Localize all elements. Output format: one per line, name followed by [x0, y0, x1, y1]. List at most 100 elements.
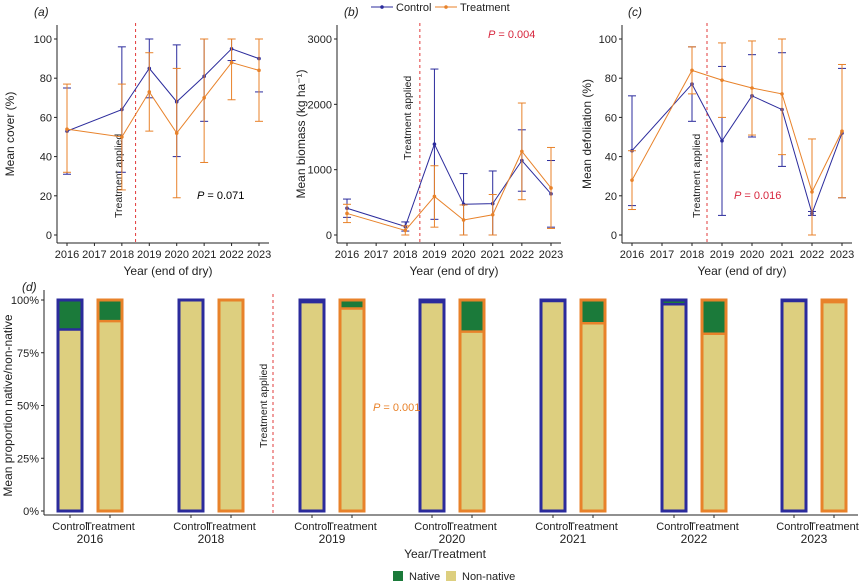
legend-control-label: Control	[396, 2, 431, 14]
data-point	[750, 86, 754, 90]
y-tick-label: 25%	[17, 453, 39, 465]
x-tick-label: 2018	[680, 249, 704, 261]
series-line-control	[346, 142, 552, 228]
data-point	[147, 90, 152, 94]
data-point	[345, 211, 349, 216]
data-point	[780, 92, 784, 96]
y-tick-label: 60	[605, 112, 617, 124]
bar-native	[702, 300, 726, 334]
x-tick-label: Treatment	[809, 521, 859, 533]
x-tick-label: 2016	[620, 249, 644, 261]
x-tick-label: 2020	[164, 249, 188, 261]
y-tick-label: 20	[40, 191, 52, 203]
series-line-treatment	[631, 69, 843, 194]
panel-label: (b)	[344, 5, 359, 19]
bar-outline	[56, 298, 84, 513]
data-point	[810, 190, 814, 194]
x-tick-label: 2022	[219, 249, 243, 261]
x-tick-label: 2019	[137, 249, 161, 261]
data-point	[403, 228, 408, 233]
bar-outline	[579, 298, 607, 513]
y-tick-label: 0%	[23, 506, 39, 518]
bar-outline	[660, 298, 688, 513]
group-year-label: 2018	[198, 532, 225, 546]
bar-nonnative	[702, 333, 726, 511]
x-tick-label: 2022	[510, 249, 534, 261]
x-tick-label: 2020	[740, 249, 764, 261]
data-point	[520, 149, 524, 154]
legend-native-swatch	[393, 571, 403, 581]
y-tick-label: 2000	[308, 99, 332, 111]
group-year-label: 2021	[560, 532, 587, 546]
bar-native	[460, 300, 484, 332]
bar-outline	[539, 298, 567, 513]
y-tick-label: 40	[605, 152, 617, 164]
bar-nonnative	[58, 329, 82, 511]
x-tick-label: 2016	[55, 249, 79, 261]
x-tick-label: Control	[294, 521, 329, 533]
bar-native	[98, 300, 122, 322]
x-tick-label: 2019	[422, 249, 446, 261]
x-tick-label: 2017	[650, 249, 674, 261]
y-tick-label: 50%	[17, 401, 39, 413]
treatment-applied-label: Treatment applied	[113, 134, 125, 218]
group-year-label: 2022	[681, 532, 708, 546]
y-tick-label: 40	[40, 152, 52, 164]
data-point	[229, 60, 234, 65]
legend-treatment-label: Treatment	[460, 2, 510, 14]
bar-nonnative	[581, 323, 605, 511]
bar-native	[58, 300, 82, 330]
x-tick-label: Control	[776, 521, 811, 533]
x-tick-label: Treatment	[447, 521, 497, 533]
y-axis-title: Mean biomass (kg ha⁻¹)	[294, 69, 308, 198]
panel-label: (d)	[22, 280, 37, 294]
y-tick-label: 3000	[308, 34, 332, 46]
data-point	[432, 142, 437, 146]
bar-nonnative	[340, 308, 364, 511]
data-point	[202, 96, 206, 100]
y-tick-label: 60	[40, 112, 52, 124]
y-tick-label: 20	[605, 191, 617, 203]
data-point	[432, 194, 437, 199]
bar-nonnative	[98, 321, 122, 511]
legend-nonnative-swatch	[446, 571, 456, 581]
x-tick-label: 2023	[830, 249, 854, 261]
x-tick-label: 2016	[335, 249, 359, 261]
y-tick-label: 80	[40, 73, 52, 85]
x-tick-label: 2018	[110, 249, 134, 261]
bar-outline	[217, 298, 245, 513]
bar-outline	[338, 298, 366, 513]
p-value: P = 0.071	[197, 190, 244, 202]
bar-nonnative	[782, 301, 806, 511]
group-year-label: 2019	[319, 532, 346, 546]
x-axis-title: Year (end of dry)	[410, 264, 499, 278]
group-year-label: 2020	[439, 532, 466, 546]
data-point	[630, 178, 634, 182]
x-axis-title: Year (end of dry)	[124, 264, 213, 278]
x-tick-label: Control	[535, 521, 570, 533]
bar-outline	[96, 298, 124, 513]
y-tick-label: 75%	[17, 348, 39, 360]
data-point	[840, 129, 844, 133]
y-tick-label: 0	[611, 230, 617, 242]
y-tick-label: 0	[326, 230, 332, 242]
y-tick-label: 80	[605, 73, 617, 85]
bar-nonnative	[420, 302, 444, 511]
bar-nonnative	[179, 300, 203, 511]
legend-control-marker	[380, 5, 384, 9]
bar-nonnative	[541, 301, 565, 511]
y-tick-label: 100%	[11, 295, 39, 307]
x-tick-label: Treatment	[327, 521, 377, 533]
panel-d-native-proportion: (d) 0% 25% 50% 75% 100% Mean proportion native…	[1, 280, 859, 561]
bar-nonnative	[662, 304, 686, 511]
p-value: P = 0.004	[488, 29, 535, 41]
bar-legend: Native Non-native	[393, 571, 515, 583]
treatment-applied-label: Treatment applied	[691, 134, 703, 218]
data-point	[690, 68, 694, 73]
panel-b-mean-biomass: (b) 0 1000 2000 3000 2016 2017 2018 2019 2020 2021…	[294, 5, 563, 278]
x-axis-title: Year/Treatment	[404, 547, 486, 561]
bar-outline	[458, 298, 486, 513]
y-tick-label: 1000	[308, 165, 332, 177]
